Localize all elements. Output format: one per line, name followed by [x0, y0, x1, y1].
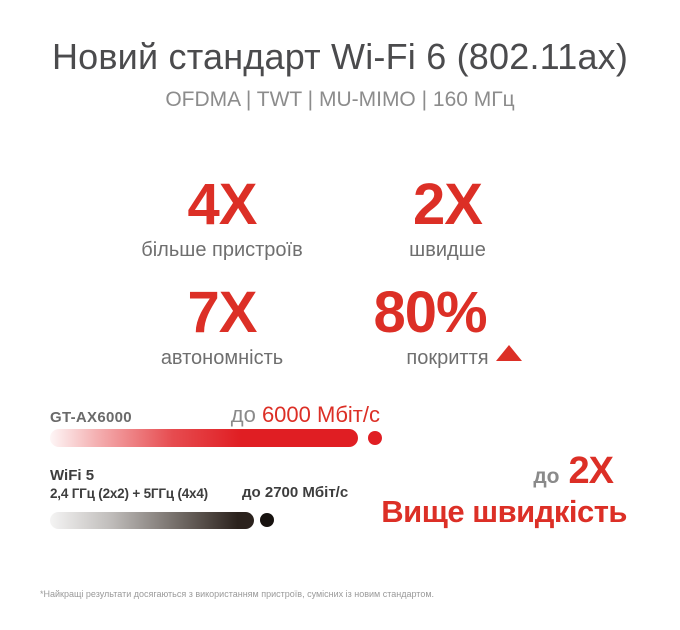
- stat-value: 80%: [373, 280, 487, 345]
- wifi6-router-name: GT-AX6000: [50, 409, 132, 426]
- arrow-up-icon: [495, 280, 522, 361]
- wifi5-name: WiFi 5: [50, 467, 95, 484]
- callout-caption: Вище швидкість: [381, 494, 627, 529]
- wifi6-speed-label: до 6000 Мбіт/с: [0, 402, 380, 428]
- stat-label: швидше: [409, 239, 486, 261]
- wifi5-bar-endpoint-dot: [260, 513, 274, 527]
- stat-label: автономність: [160, 347, 284, 369]
- speed-prefix: до: [230, 402, 256, 427]
- stat-label: більше пристроїв: [141, 239, 303, 261]
- wifi6-bar-endpoint-dot: [368, 431, 382, 445]
- stat-value: 2X: [413, 172, 483, 237]
- speed-multiplier-callout: до 2X: [533, 450, 614, 493]
- callout-multiplier: 2X: [568, 450, 614, 492]
- footnote-disclaimer: *Найкращі результати досягаються з викор…: [40, 589, 435, 599]
- speed-value: 6000 Мбіт/с: [261, 402, 380, 427]
- stat-value: 4X: [187, 172, 258, 237]
- wifi5-speed-label: до 2700 Мбіт/с: [242, 484, 349, 501]
- stat-battery-life: 7X автономність: [82, 284, 362, 370]
- stat-label: покриття: [406, 347, 489, 369]
- wifi5-speed-bar: [50, 512, 254, 529]
- stat-more-devices: 4X більше пристроїв: [82, 176, 362, 262]
- wifi5-spec: 2,4 ГГц (2x2) + 5ГГц (4x4): [50, 486, 208, 501]
- stat-value: 7X: [187, 280, 258, 345]
- stat-coverage: 80% покриття: [325, 280, 570, 370]
- page-subtitle: OFDMA | TWT | MU-MIMO | 160 МГц: [165, 88, 515, 111]
- wifi6-speed-bar: [50, 429, 358, 447]
- stat-faster: 2X швидше: [325, 176, 570, 262]
- page-title: Новий стандарт Wi-Fi 6 (802.11ax): [51, 36, 629, 77]
- callout-prefix: до: [533, 465, 560, 488]
